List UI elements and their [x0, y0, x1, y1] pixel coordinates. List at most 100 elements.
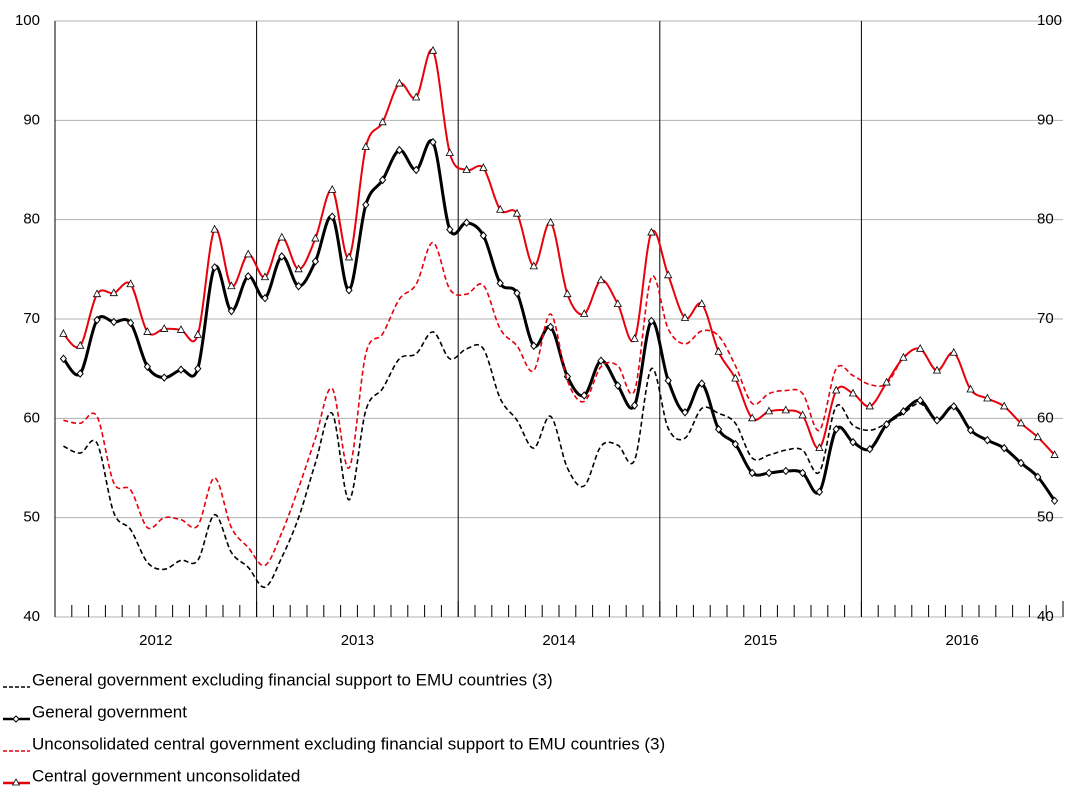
marker	[563, 289, 572, 298]
series-line	[62, 48, 1056, 456]
marker	[395, 78, 404, 87]
marker	[278, 252, 286, 261]
marker	[76, 340, 85, 349]
marker	[513, 288, 521, 298]
marker	[681, 408, 689, 417]
y2-tick-label: 80	[1037, 211, 1054, 228]
y2-tick-label: 40	[1037, 608, 1054, 625]
marker	[277, 232, 286, 241]
marker	[630, 334, 639, 342]
marker	[261, 293, 269, 303]
marker	[983, 435, 992, 445]
marker	[345, 285, 353, 295]
marker	[1050, 496, 1059, 506]
marker	[378, 175, 387, 185]
marker	[630, 401, 639, 410]
legend-label: General government	[32, 702, 187, 721]
marker	[126, 279, 135, 288]
marker	[428, 45, 438, 54]
marker	[1033, 432, 1042, 441]
marker	[412, 92, 421, 101]
marker	[916, 396, 924, 405]
marker	[815, 443, 824, 452]
marker	[596, 275, 606, 284]
marker	[227, 306, 236, 316]
y2-tick-label: 100	[1037, 12, 1062, 29]
marker	[160, 324, 169, 332]
marker	[832, 424, 840, 434]
marker	[714, 346, 723, 355]
marker	[445, 148, 454, 157]
marker	[59, 329, 68, 337]
legend-label: Unconsolidated central government exclud…	[32, 734, 665, 753]
marker	[109, 288, 118, 297]
marker	[462, 165, 471, 173]
marker	[227, 281, 236, 290]
marker	[647, 227, 656, 236]
x-tick-label: 2014	[542, 632, 575, 649]
y-tick-label: 40	[23, 608, 40, 625]
marker	[765, 468, 773, 478]
marker	[983, 393, 992, 402]
x-tick-label: 2016	[946, 632, 979, 649]
marker	[176, 325, 186, 333]
marker	[798, 410, 807, 419]
marker	[580, 309, 589, 317]
legend-marker	[12, 715, 20, 723]
y2-tick-label: 60	[1037, 409, 1054, 426]
marker	[496, 278, 504, 288]
marker	[294, 281, 303, 291]
marker	[378, 117, 387, 126]
marker	[731, 439, 740, 449]
y-tick-label: 70	[23, 310, 40, 327]
y-tick-label: 100	[15, 12, 40, 29]
y-tick-label: 90	[23, 111, 40, 128]
legend-label: Central government unconsolidated	[32, 766, 300, 785]
marker	[1000, 443, 1008, 453]
marker	[815, 487, 824, 497]
marker	[697, 299, 706, 307]
marker	[597, 356, 605, 365]
marker	[546, 322, 555, 332]
marker	[479, 231, 488, 240]
marker	[496, 204, 505, 213]
y-tick-label: 60	[23, 409, 40, 426]
marker	[244, 272, 252, 281]
marker	[529, 261, 538, 270]
marker	[126, 318, 135, 328]
marker	[412, 165, 420, 175]
marker	[714, 424, 723, 434]
y2-tick-label: 90	[1037, 111, 1054, 128]
series-line	[62, 138, 1056, 502]
marker	[748, 413, 757, 422]
marker	[580, 391, 588, 400]
marker	[899, 407, 908, 416]
marker	[613, 299, 622, 307]
marker	[361, 142, 370, 151]
marker	[328, 185, 337, 193]
marker	[512, 208, 522, 217]
marker	[194, 364, 202, 373]
marker	[1034, 472, 1042, 482]
marker	[848, 388, 858, 397]
marker	[882, 420, 891, 429]
marker	[798, 468, 807, 478]
marker	[664, 376, 672, 385]
marker	[1050, 450, 1059, 458]
marker	[110, 317, 118, 327]
marker	[832, 385, 841, 394]
y-tick-label: 80	[23, 211, 40, 228]
legend: General government excluding financial s…	[3, 670, 665, 785]
marker	[362, 200, 370, 210]
marker	[899, 352, 908, 361]
marker	[177, 365, 185, 374]
marker	[59, 354, 68, 364]
marker	[76, 369, 84, 378]
marker	[782, 466, 790, 476]
marker	[916, 343, 925, 352]
marker	[328, 212, 336, 221]
x-tick-label: 2013	[341, 632, 374, 649]
marker	[950, 402, 958, 411]
marker	[311, 233, 320, 242]
marker	[143, 327, 152, 335]
